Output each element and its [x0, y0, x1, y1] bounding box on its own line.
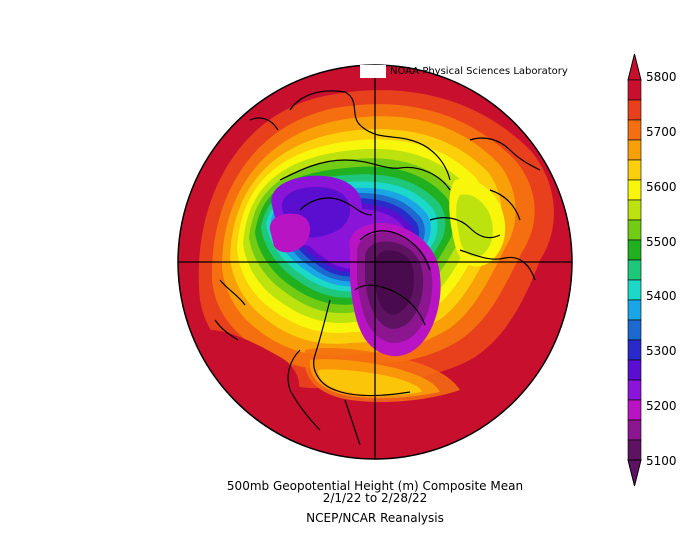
height-field [178, 65, 572, 459]
colorbar [627, 53, 642, 487]
colorbar-swatch [627, 159, 642, 181]
colorbar-swatch [627, 239, 642, 261]
colorbar-swatch [627, 339, 642, 361]
credit-text: NOAA Physical Sciences Laboratory [390, 66, 568, 77]
colorbar-swatch [627, 119, 642, 141]
coastlines [214, 90, 541, 446]
colorbar-tick-label: 5400 [646, 289, 677, 304]
colorbar-swatch [627, 359, 642, 381]
colorbar-tick-label: 5800 [646, 70, 677, 84]
colorbar-swatch [627, 279, 642, 301]
colorbar-swatch [627, 179, 642, 201]
colorbar-tick-label: 5100 [646, 454, 677, 468]
colorbar-swatch [627, 399, 642, 421]
caption-date-range: 2/1/22 to 2/28/22 [322, 491, 428, 505]
colorbar-swatch [627, 379, 642, 401]
colorbar-swatch [627, 79, 642, 101]
colorbar-swatch [627, 139, 642, 161]
colorbar-top-arrow [627, 53, 642, 81]
caption-source: NCEP/NCAR Reanalysis [306, 511, 444, 525]
colorbar-tick-label: 5700 [646, 124, 677, 139]
colorbar-swatch [627, 199, 642, 221]
colorbar-tick-label: 5200 [646, 399, 677, 414]
colorbar-swatch [627, 439, 642, 461]
colorbar-swatch [627, 419, 642, 441]
colorbar-swatch [627, 259, 642, 281]
colorbar-tick-label: 5600 [646, 179, 677, 194]
colorbar-swatch [627, 219, 642, 241]
colorbar-tick-label: 5300 [646, 344, 677, 359]
colorbar-swatch [627, 99, 642, 121]
credit-badge: NOAA Physical Sciences Laboratory [360, 64, 580, 79]
credit-swatch [360, 65, 386, 78]
colorbar-swatch [627, 319, 642, 341]
colorbar-bottom-arrow [627, 459, 642, 487]
colorbar-tick-label: 5500 [646, 234, 677, 249]
colorbar-swatch [627, 299, 642, 321]
caption-title: 500mb Geopotential Height (m) Composite … [226, 479, 524, 493]
